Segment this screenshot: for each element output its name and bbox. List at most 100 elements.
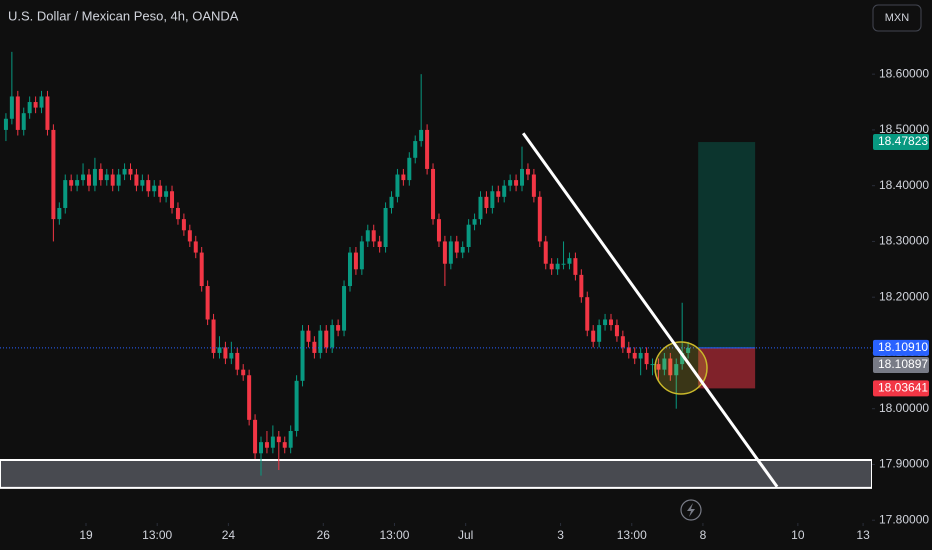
x-tick-label: 10 — [791, 528, 805, 542]
y-tick-label: 18.20000 — [879, 289, 929, 303]
candle-body — [193, 241, 198, 253]
x-tick-label: 13:00 — [379, 528, 409, 542]
candle-body — [75, 180, 80, 186]
candle-body — [407, 157, 412, 181]
stop-price-tag: 18.03641 — [878, 381, 928, 395]
candle-body — [110, 174, 115, 186]
candle-body — [472, 219, 477, 225]
candle-body — [626, 347, 631, 353]
candle-body — [425, 129, 430, 169]
target-price-tag: 18.47823 — [878, 134, 928, 148]
currency-button[interactable] — [872, 4, 922, 32]
y-tick-label: 18.00000 — [879, 401, 929, 415]
x-tick-label: 13:00 — [142, 528, 172, 542]
candle-body — [181, 219, 186, 231]
alert-icon[interactable] — [680, 499, 702, 521]
x-tick-label: 26 — [317, 528, 331, 542]
candle-body — [342, 286, 347, 331]
candle-body — [401, 174, 406, 181]
candle-body — [199, 252, 204, 287]
candle-body — [620, 336, 625, 348]
candle-body — [81, 174, 86, 181]
candle-body — [508, 180, 513, 186]
candle-body — [484, 196, 489, 208]
bid-price-tag-bg — [873, 356, 929, 373]
candle-body — [644, 352, 649, 365]
candle-body — [567, 258, 572, 264]
candle-body — [223, 347, 228, 359]
candle-body — [668, 358, 673, 376]
candle-body — [21, 113, 26, 130]
candle-body — [45, 96, 50, 130]
y-tick-label: 18.40000 — [879, 178, 929, 192]
candle-body — [211, 319, 216, 353]
candle-body — [466, 224, 471, 248]
axes: 18.60000 18.50000 18.40000 18.30000 18.20000… — [79, 66, 929, 542]
candle-body — [365, 230, 370, 242]
candle-body — [57, 207, 62, 220]
candle-body — [9, 96, 14, 119]
candle-body — [146, 180, 151, 192]
candle-body — [300, 330, 305, 381]
candle-body — [253, 419, 258, 454]
candle-body — [217, 347, 222, 353]
candle-body — [585, 297, 590, 331]
candle-body — [674, 364, 679, 376]
candle-body — [496, 191, 501, 197]
chart-title: U.S. Dollar / Mexican Peso, 4h, OANDA — [8, 8, 239, 23]
candle-body — [276, 436, 281, 443]
candle-body — [608, 319, 613, 326]
candle-body — [579, 274, 584, 298]
candle-body — [294, 380, 299, 432]
candle-body — [419, 129, 424, 142]
candle-body — [525, 168, 530, 175]
candle-body — [104, 174, 109, 181]
candle-body — [680, 352, 685, 365]
x-tick-label: Jul — [458, 528, 473, 542]
alert-icon-bolt — [687, 503, 695, 517]
y-tick-label: 18.50000 — [879, 122, 929, 136]
last-price-tag: 18.10910 — [878, 340, 928, 354]
candle-body — [306, 330, 311, 342]
candle-body — [359, 241, 364, 270]
y-tick-label: 17.80000 — [879, 512, 929, 526]
candle-body — [531, 174, 536, 197]
trend-line — [521, 132, 779, 488]
last-price-tag-bg — [873, 339, 929, 356]
candle-body — [413, 141, 418, 158]
candle-body — [33, 102, 38, 108]
y-tick-label: 18.60000 — [879, 66, 929, 80]
candle-body — [241, 369, 246, 376]
candle-body — [312, 341, 317, 353]
candle-body — [537, 196, 542, 242]
candle-body — [436, 219, 441, 242]
candle-body — [27, 102, 32, 114]
currency-button-label[interactable]: MXN — [885, 12, 910, 24]
x-tick-label: 13 — [856, 528, 870, 542]
candle-body — [98, 168, 103, 181]
candle-body — [330, 325, 335, 348]
candle-body — [235, 352, 240, 370]
candle-body — [69, 180, 74, 186]
candle-body — [140, 180, 145, 186]
candle-body — [63, 180, 68, 208]
candle-body — [134, 174, 139, 186]
candle-body — [383, 207, 388, 248]
candle-body — [247, 375, 252, 420]
candle-body — [353, 252, 358, 270]
candle-body — [573, 258, 578, 275]
candle-body — [638, 352, 643, 359]
candle-body — [175, 207, 180, 220]
candle-body — [318, 330, 323, 353]
candle-body — [389, 196, 394, 208]
target-price-tag-bg — [873, 134, 929, 151]
candle-body — [229, 352, 234, 359]
candle-body — [662, 358, 667, 370]
x-tick-label: 3 — [557, 528, 564, 542]
x-tick-label: 8 — [700, 528, 707, 542]
candle-body — [395, 174, 400, 197]
candle-body — [116, 174, 121, 186]
